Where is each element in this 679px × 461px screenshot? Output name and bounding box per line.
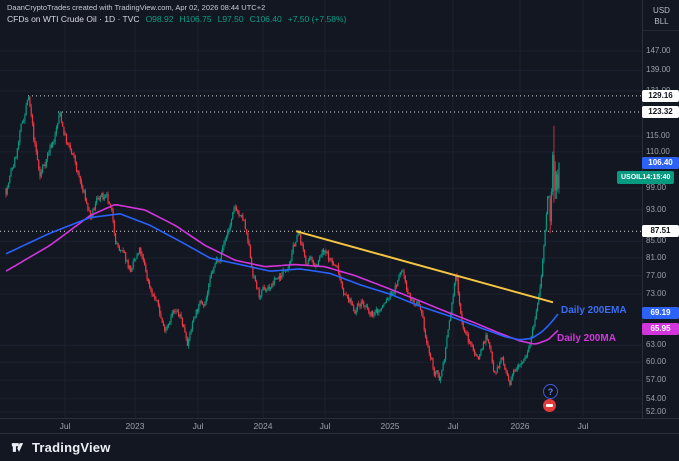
time-axis-label: Jul: [192, 421, 204, 431]
unit-bll-label[interactable]: BLL: [654, 17, 669, 26]
time-axis-label: 2024: [253, 421, 273, 431]
price-tick-label: 99.00: [646, 183, 667, 192]
price-tick-label: 73.00: [646, 289, 667, 298]
price-tick-label: 57.00: [646, 375, 667, 384]
time-axis-label: 2026: [510, 421, 530, 431]
price-tick-label: 54.00: [646, 394, 667, 403]
time-axis-label: Jul: [447, 421, 459, 431]
tradingview-logo-icon[interactable]: [10, 440, 25, 455]
legend-change-value: +7.50 (+7.58%): [287, 14, 347, 24]
horizontal-level-lines[interactable]: [0, 95, 643, 232]
legend-close-value: C106.40: [249, 14, 282, 24]
time-axis-label: Jul: [577, 421, 589, 431]
symbol-legend: CFDs on WTI Crude Oil · 1D · TVC O98.92 …: [7, 14, 346, 24]
question-mark-icon: ?: [547, 386, 554, 397]
symbol-countdown-badge: USOIL 14:15:40: [617, 171, 674, 184]
price-level-label: 129.16: [642, 90, 679, 102]
candlestick-series: [5, 95, 560, 387]
ema-value-label: 69.19: [642, 307, 679, 319]
last-price-label: 106.40: [642, 157, 679, 169]
unit-usd-label[interactable]: USD: [653, 6, 670, 15]
no-entry-sticker[interactable]: [543, 399, 556, 412]
time-axis-label: Jul: [59, 421, 71, 431]
legend-symbol-title[interactable]: CFDs on WTI Crude Oil · 1D · TVC: [7, 14, 140, 24]
ema-annotation-label[interactable]: Daily 200EMA: [561, 305, 627, 316]
ema200-line[interactable]: [5, 213, 559, 341]
time-axis-label: 2023: [125, 421, 145, 431]
time-axis-label: Jul: [319, 421, 331, 431]
price-tick-label: 147.00: [646, 46, 671, 55]
price-tick-label: 85.00: [646, 236, 667, 245]
price-axis[interactable]: USD BLL 147.00139.00131.00115.00110.0099…: [642, 0, 679, 418]
watermark-text: DaanCryptoTrades created with TradingVie…: [7, 3, 266, 12]
grid-lines: [0, 0, 643, 418]
price-tick-label: 81.00: [646, 253, 667, 262]
price-tick-label: 115.00: [646, 131, 670, 140]
descending-trendline[interactable]: [295, 230, 554, 304]
price-tick-label: 63.00: [646, 340, 667, 349]
time-axis[interactable]: Jul 2023 Jul 2024 Jul 2025 Jul 2026 Jul: [0, 418, 679, 434]
price-tick-label: 139.00: [646, 65, 671, 74]
chart-canvas[interactable]: [0, 0, 643, 418]
question-mark-sticker[interactable]: ?: [543, 384, 558, 399]
ma-value-label: 65.95: [642, 323, 679, 335]
legend-open-value: O98.92: [145, 14, 174, 24]
price-tick-label: 52.00: [646, 407, 667, 416]
countdown-symbol-label: USOIL: [621, 174, 643, 181]
axis-unit-toggle[interactable]: USD BLL: [643, 5, 679, 31]
price-tick-label: 60.00: [646, 357, 667, 366]
price-level-label: 123.32: [642, 106, 679, 118]
price-level-label: 87.51: [642, 225, 679, 237]
ma-annotation-label[interactable]: Daily 200MA: [557, 333, 616, 344]
tradingview-wordmark[interactable]: TradingView: [32, 440, 111, 455]
legend-low-value: L97.50: [217, 14, 244, 24]
price-tick-label: 93.00: [646, 205, 667, 214]
price-tick-label: 77.00: [646, 271, 667, 280]
price-tick-label: 110.00: [646, 147, 670, 156]
legend-high-value: H106.75: [179, 14, 212, 24]
ma200-line[interactable]: [5, 204, 559, 345]
no-entry-icon: [546, 404, 553, 407]
time-axis-label: 2025: [380, 421, 400, 431]
footer-toolbar: TradingView: [0, 433, 679, 461]
countdown-timer: 14:15:40: [642, 174, 671, 181]
